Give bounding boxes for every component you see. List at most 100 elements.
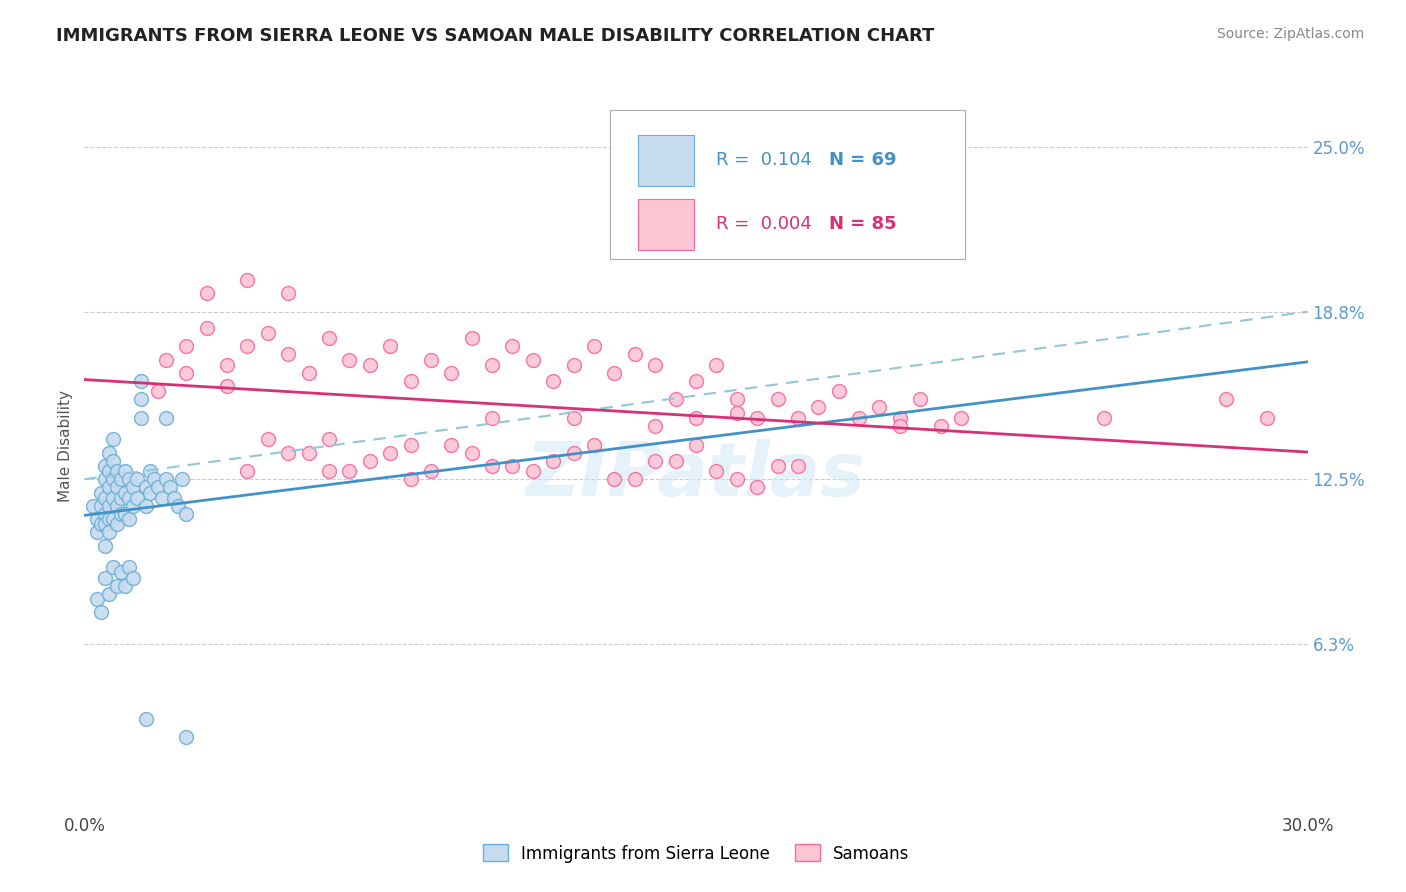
Point — [97, 480, 120, 494]
Point — [583, 438, 606, 452]
Point — [195, 320, 218, 334]
Point — [131, 411, 153, 425]
Point — [93, 507, 115, 521]
Point — [380, 445, 402, 459]
Point — [766, 458, 789, 473]
Point — [543, 374, 565, 388]
Point — [787, 411, 810, 425]
Point — [685, 411, 707, 425]
Point — [97, 512, 120, 526]
Point — [747, 480, 769, 494]
Point — [146, 480, 169, 494]
Point — [86, 591, 108, 606]
Point — [644, 453, 666, 467]
Point — [502, 458, 524, 473]
Point — [105, 499, 128, 513]
Point — [93, 458, 115, 473]
Point — [665, 392, 688, 407]
Point — [122, 499, 145, 513]
Point — [339, 464, 361, 478]
Point — [318, 331, 340, 345]
Point — [298, 445, 321, 459]
Point — [644, 419, 666, 434]
Point — [277, 445, 299, 459]
Text: ZIPatlas: ZIPatlas — [526, 439, 866, 512]
Bar — [638, 135, 693, 186]
Text: N = 85: N = 85 — [828, 216, 897, 234]
Point — [787, 458, 810, 473]
Point — [236, 464, 259, 478]
Point — [236, 273, 259, 287]
Point — [155, 352, 177, 367]
Point — [399, 438, 422, 452]
Text: R =  0.004: R = 0.004 — [716, 216, 811, 234]
Point — [131, 374, 153, 388]
Point — [163, 491, 186, 505]
Point — [236, 339, 259, 353]
Point — [86, 512, 108, 526]
Point — [848, 411, 870, 425]
Point — [150, 491, 173, 505]
Point — [257, 433, 280, 447]
Point — [543, 453, 565, 467]
Point — [101, 512, 124, 526]
Point — [725, 406, 748, 420]
Point — [339, 352, 361, 367]
Point — [747, 411, 769, 425]
Point — [461, 331, 484, 345]
Point — [359, 453, 381, 467]
Point — [122, 480, 145, 494]
Point — [118, 472, 141, 486]
Point — [135, 712, 157, 726]
Point — [562, 445, 585, 459]
Point — [277, 286, 299, 301]
Point — [1215, 392, 1237, 407]
Point — [603, 472, 626, 486]
Point — [101, 491, 124, 505]
Point — [101, 453, 124, 467]
Bar — [638, 199, 693, 250]
Point — [440, 438, 463, 452]
Point — [174, 366, 197, 380]
Point — [481, 358, 503, 372]
Point — [97, 499, 120, 513]
Point — [380, 339, 402, 353]
Point — [440, 366, 463, 380]
Point — [685, 374, 707, 388]
Point — [90, 485, 112, 500]
Point — [146, 384, 169, 399]
Point — [93, 491, 115, 505]
Point — [93, 517, 115, 532]
Point — [399, 472, 422, 486]
Point — [399, 374, 422, 388]
Point — [82, 499, 104, 513]
Point — [174, 507, 197, 521]
Point — [562, 411, 585, 425]
Point — [155, 472, 177, 486]
Point — [706, 358, 728, 372]
Point — [174, 731, 197, 745]
Point — [105, 579, 128, 593]
Point — [624, 347, 647, 361]
Point — [131, 392, 153, 407]
Point — [828, 384, 851, 399]
Point — [90, 517, 112, 532]
Point — [277, 347, 299, 361]
Point — [950, 411, 973, 425]
Point — [644, 358, 666, 372]
Text: R =  0.104: R = 0.104 — [716, 152, 811, 169]
Point — [110, 472, 132, 486]
Point — [138, 485, 160, 500]
Point — [110, 507, 132, 521]
Point — [101, 472, 124, 486]
Point — [114, 485, 136, 500]
Point — [105, 480, 128, 494]
Point — [1092, 411, 1115, 425]
Point — [135, 499, 157, 513]
Point — [93, 539, 115, 553]
Point — [127, 491, 149, 505]
Point — [217, 358, 239, 372]
Point — [889, 411, 911, 425]
Point — [461, 445, 484, 459]
Point — [481, 458, 503, 473]
